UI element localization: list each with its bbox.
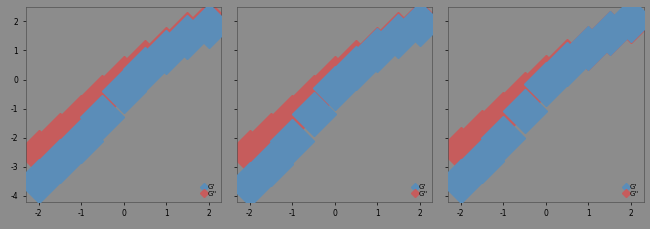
- Legend: G', G'': G', G'': [200, 183, 218, 198]
- Legend: G', G'': G', G'': [411, 183, 429, 198]
- Legend: G', G'': G', G'': [623, 183, 640, 198]
